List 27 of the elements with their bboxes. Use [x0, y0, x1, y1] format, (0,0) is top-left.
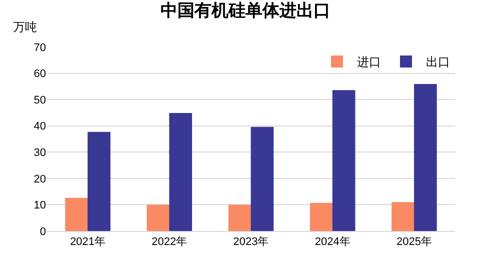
y-tick-label: 70 [34, 42, 46, 54]
y-tick-label: 50 [34, 94, 46, 106]
y-tick-label: 60 [34, 68, 46, 80]
x-tick-label: 2025年 [396, 236, 432, 248]
x-tick-label: 2023年 [233, 236, 269, 248]
y-axis-title: 万吨 [13, 20, 37, 34]
y-tick-label: 40 [34, 120, 46, 133]
x-tick-label: 2024年 [314, 236, 350, 248]
bar [332, 90, 356, 231]
bar [392, 202, 414, 231]
bar [228, 204, 252, 231]
y-tick-label: 20 [34, 173, 46, 186]
y-tick-label: 10 [34, 200, 46, 212]
y-tick-label: 0 [40, 226, 46, 238]
bar [169, 112, 192, 231]
bar [146, 204, 170, 231]
bar [414, 84, 437, 231]
bar [250, 126, 274, 231]
chart-title: 中国有机硅单体进出口 [160, 0, 330, 20]
legend-label: 进口 [357, 55, 381, 70]
bar [310, 202, 333, 231]
bar [88, 132, 110, 231]
x-tick-label: 2022年 [152, 236, 188, 248]
x-tick-label: 2021年 [70, 236, 106, 248]
y-tick-label: 30 [34, 146, 46, 159]
legend-label: 出口 [426, 55, 450, 70]
bar [65, 198, 88, 231]
